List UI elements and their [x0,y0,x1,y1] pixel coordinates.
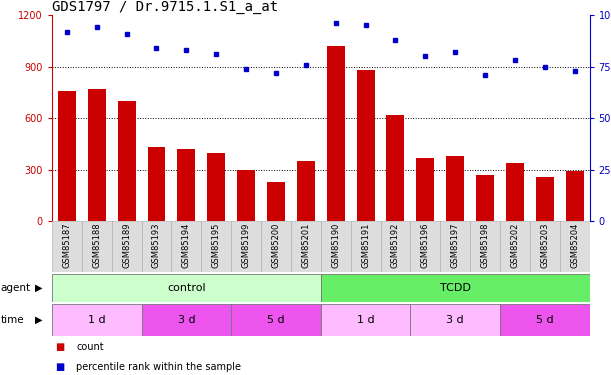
Bar [112,221,142,272]
Text: GSM85191: GSM85191 [361,223,370,268]
Text: 1 d: 1 d [357,315,375,325]
Bar [411,221,441,272]
Text: GSM85189: GSM85189 [122,223,131,268]
Bar [142,221,172,272]
Bar [530,221,560,272]
Bar [297,161,315,221]
Text: GSM85202: GSM85202 [510,223,519,268]
Text: GSM85199: GSM85199 [241,223,251,268]
Bar [267,182,285,221]
Bar [566,171,584,221]
Bar [52,304,142,336]
Text: count: count [76,342,104,352]
Bar [147,147,166,221]
Bar [321,274,590,302]
Text: 3 d: 3 d [447,315,464,325]
Bar [500,304,590,336]
Text: control: control [167,283,206,293]
Text: ▶: ▶ [35,283,43,293]
Bar [231,304,321,336]
Bar [261,221,291,272]
Bar [118,101,136,221]
Bar [172,221,201,272]
Text: GSM85197: GSM85197 [451,223,459,268]
Bar [207,153,225,221]
Text: GSM85190: GSM85190 [331,223,340,268]
Bar [58,91,76,221]
Text: TCDD: TCDD [440,283,470,293]
Bar [441,221,470,272]
Text: ■: ■ [55,342,64,352]
Bar [381,221,411,272]
Text: GSM85188: GSM85188 [92,223,101,268]
Bar [560,221,590,272]
Bar [321,221,351,272]
Text: GSM85200: GSM85200 [271,223,280,268]
Text: 3 d: 3 d [178,315,195,325]
Bar [291,221,321,272]
Bar [476,175,494,221]
Bar [321,304,411,336]
Bar [351,221,381,272]
Text: agent: agent [1,283,31,293]
Bar [52,274,321,302]
Text: ■: ■ [55,362,64,372]
Bar [416,158,434,221]
Text: ▶: ▶ [35,315,43,325]
Text: GSM85201: GSM85201 [301,223,310,268]
Bar [446,156,464,221]
Text: 1 d: 1 d [88,315,106,325]
Text: GSM85192: GSM85192 [391,223,400,268]
Text: percentile rank within the sample: percentile rank within the sample [76,362,241,372]
Bar [506,163,524,221]
Text: 5 d: 5 d [267,315,285,325]
Bar [88,89,106,221]
Bar [142,304,231,336]
Text: GSM85187: GSM85187 [62,223,71,268]
Bar [231,221,261,272]
Bar [470,221,500,272]
Text: GSM85196: GSM85196 [421,223,430,268]
Bar [411,304,500,336]
Bar [357,70,375,221]
Text: GSM85194: GSM85194 [182,223,191,268]
Text: 5 d: 5 d [536,315,554,325]
Bar [201,221,231,272]
Bar [177,149,196,221]
Bar [500,221,530,272]
Bar [327,46,345,221]
Text: GSM85203: GSM85203 [540,223,549,268]
Bar [52,221,82,272]
Bar [237,170,255,221]
Text: time: time [1,315,24,325]
Text: GSM85198: GSM85198 [481,223,489,268]
Bar [387,115,404,221]
Text: GSM85204: GSM85204 [570,223,579,268]
Bar [82,221,112,272]
Text: GDS1797 / Dr.9715.1.S1_a_at: GDS1797 / Dr.9715.1.S1_a_at [52,0,278,14]
Text: GSM85195: GSM85195 [212,223,221,268]
Text: GSM85193: GSM85193 [152,223,161,268]
Bar [536,177,554,221]
